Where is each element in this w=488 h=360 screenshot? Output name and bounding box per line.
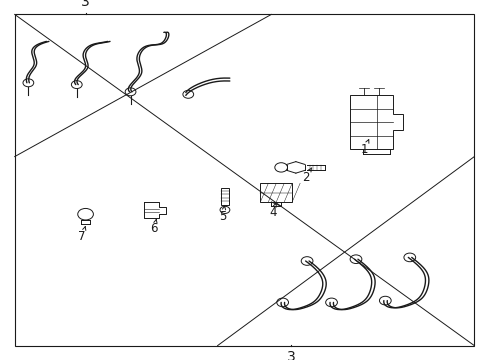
Text: 7: 7	[78, 227, 86, 243]
Bar	[260, 183, 291, 202]
Text: 3: 3	[286, 350, 295, 360]
Text: 1: 1	[360, 140, 368, 156]
Text: 5: 5	[218, 206, 226, 222]
Text: 2: 2	[301, 168, 311, 184]
Text: 4: 4	[268, 203, 276, 219]
Text: 6: 6	[150, 219, 158, 235]
Bar	[220, 188, 229, 205]
Text: 3: 3	[81, 0, 90, 9]
